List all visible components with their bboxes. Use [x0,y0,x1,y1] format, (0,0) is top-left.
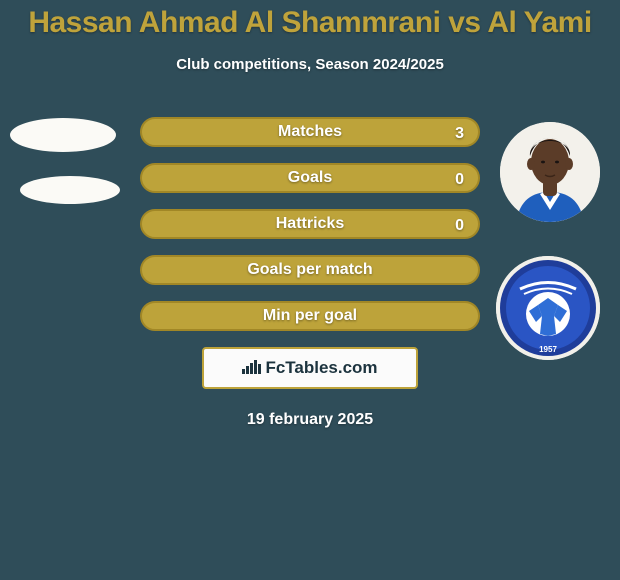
svg-text:1957: 1957 [539,345,557,354]
club1-logo-placeholder [20,176,120,204]
club2-logo: 1957 [496,256,600,360]
page-title: Hassan Ahmad Al Shammrani vs Al Yami [0,0,620,40]
stat-label: Goals [288,169,332,187]
subtitle: Club competitions, Season 2024/2025 [0,56,620,73]
brand-suffix: Tables.com [285,358,377,377]
date-label: 19 february 2025 [0,411,620,429]
bars-icon [242,360,261,374]
stat-label: Goals per match [247,261,372,279]
source-badge-text: FcTables.com [265,358,377,378]
club2-crest-svg: 1957 [496,256,600,360]
stat-right-value: 0 [455,211,464,241]
stat-label: Matches [278,123,342,141]
stat-label: Min per goal [263,307,357,325]
player2-avatar [500,122,600,222]
player1-avatar-placeholder [10,118,116,152]
player2-portrait-svg [500,122,600,222]
stat-row-hattricks: Hattricks 0 [140,209,480,239]
stat-right-value: 3 [455,119,464,149]
comparison-card: Hassan Ahmad Al Shammrani vs Al Yami Clu… [0,0,620,580]
stat-row-min-per-goal: Min per goal [140,301,480,331]
source-badge: FcTables.com [202,347,418,389]
brand-prefix: Fc [265,358,285,377]
stat-row-goals-per-match: Goals per match [140,255,480,285]
stat-right-value: 0 [455,165,464,195]
stat-label: Hattricks [276,215,344,233]
stat-row-goals: Goals 0 [140,163,480,193]
stat-row-matches: Matches 3 [140,117,480,147]
